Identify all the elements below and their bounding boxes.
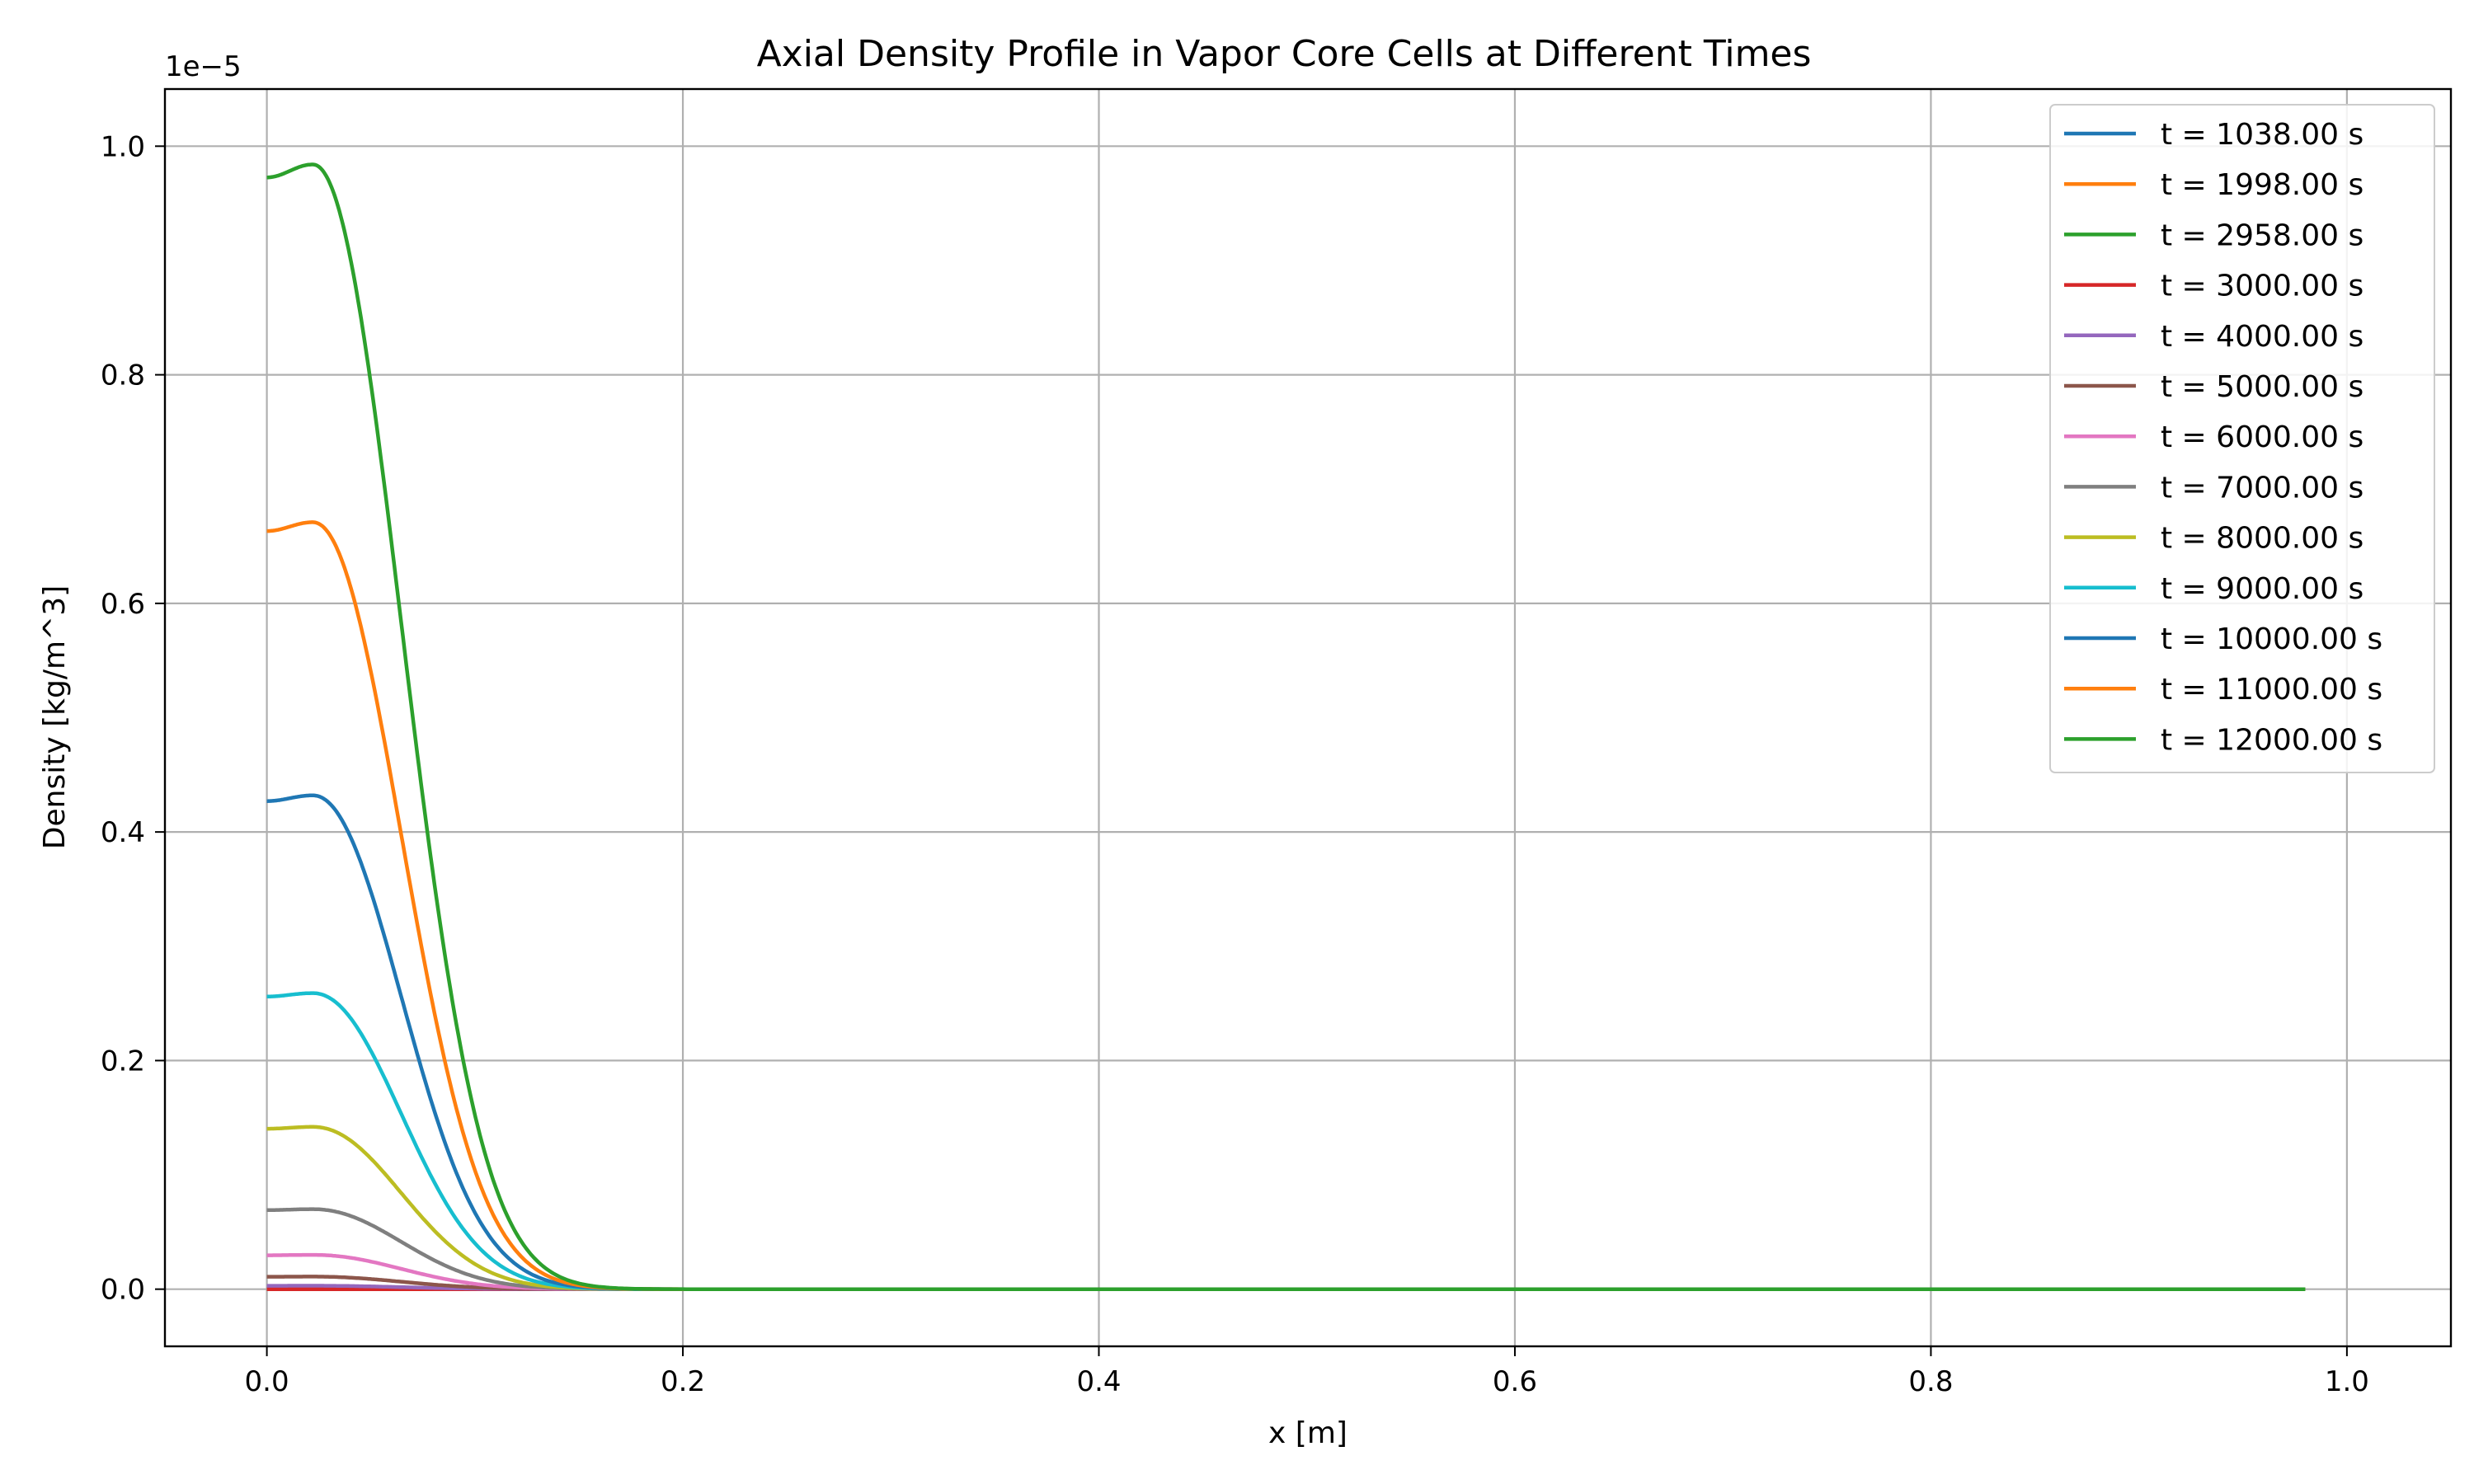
legend-label: t = 4000.00 s [2161,320,2363,354]
series-line-13 [265,162,2306,1291]
legend-label: t = 7000.00 s [2161,471,2363,505]
y-offset-label: 1e−5 [165,50,242,83]
x-tick-label: 0.0 [245,1365,289,1398]
axis-ticks: 0.0 0.2 0.4 0.6 0.8 1.0 0.0 0.2 0.4 0.6 0.8 1.0 [101,130,2369,1398]
chart-title: Axial Density Profile in Vapor Core Cell… [757,33,1812,75]
y-axis-label: Density [kg/m^3] [38,585,72,849]
legend-label: t = 1038.00 s [2161,118,2363,152]
y-tick-label: 0.2 [101,1045,145,1078]
legend-label: t = 12000.00 s [2161,723,2382,757]
x-tick-label: 0.4 [1076,1365,1121,1398]
x-axis-label: x [m] [1268,1416,1348,1450]
legend-label: t = 3000.00 s [2161,270,2363,303]
x-tick-label: 0.2 [661,1365,705,1398]
series-lines [265,162,2306,1291]
legend-label: t = 10000.00 s [2161,622,2382,656]
y-tick-label: 0.0 [101,1274,145,1307]
legend-label: t = 6000.00 s [2161,420,2363,454]
plot-frame [163,87,2453,1348]
legend-label: t = 11000.00 s [2161,673,2382,707]
x-tick-label: 0.6 [1493,1365,1537,1398]
legend-label: t = 1998.00 s [2161,168,2363,202]
legend: t = 1038.00 s t = 1998.00 s t = 2958.00 s t… [2049,104,2435,773]
y-tick-label: 1.0 [101,130,145,163]
y-tick-label: 0.6 [101,588,145,621]
legend-label: t = 5000.00 s [2161,370,2363,404]
legend-box [2049,104,2435,773]
legend-label: t = 2958.00 s [2161,218,2363,252]
x-tick-label: 1.0 [2325,1365,2369,1398]
legend-label: t = 8000.00 s [2161,522,2363,556]
legend-label: t = 9000.00 s [2161,572,2363,606]
y-tick-label: 0.4 [101,816,145,849]
y-tick-label: 0.8 [101,359,145,392]
x-tick-label: 0.8 [1908,1365,1953,1398]
